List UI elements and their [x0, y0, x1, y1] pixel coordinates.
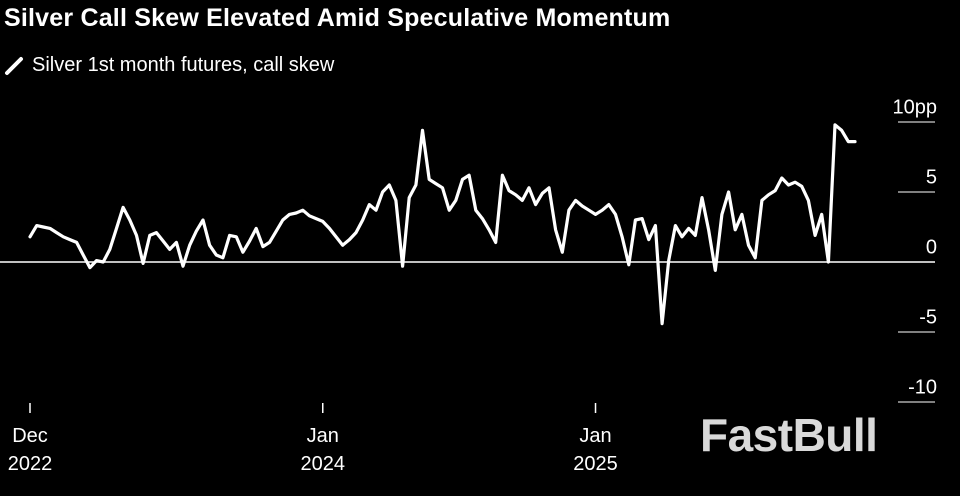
chart-title: Silver Call Skew Elevated Amid Speculati…	[4, 4, 671, 32]
y-tick-label: 10pp	[893, 96, 938, 118]
legend-swatch	[5, 56, 23, 75]
y-tick-label: -10	[908, 376, 937, 398]
x-tick-label: Jan 2025	[573, 425, 618, 475]
x-tick-label: Jan 2024	[300, 425, 345, 475]
y-tick-label: 0	[926, 236, 937, 258]
legend: Silver 1st month futures, call skew	[4, 54, 334, 77]
legend-label: Silver 1st month futures, call skew	[32, 54, 335, 76]
y-tick-label: 5	[926, 166, 937, 188]
watermark: FastBull	[700, 409, 878, 461]
x-tick-label: Dec 2022	[7, 425, 53, 475]
y-tick-label: -5	[919, 306, 937, 328]
series-line	[28, 123, 857, 326]
